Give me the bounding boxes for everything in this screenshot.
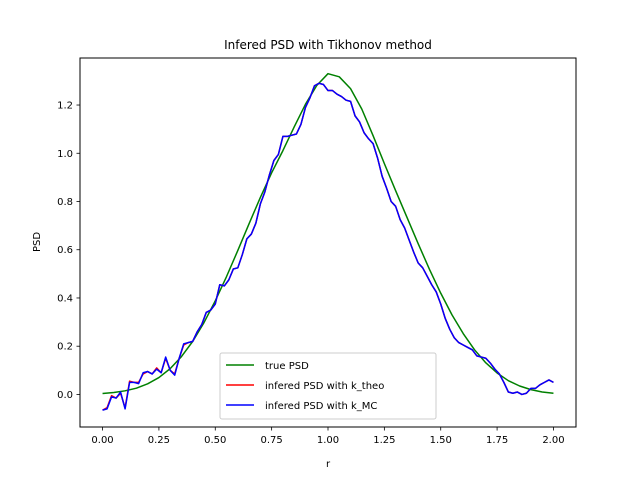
series-line-0: [102, 72, 554, 395]
legend-label-0: true PSD: [265, 361, 309, 372]
x-tick-label: 1.00: [317, 435, 339, 446]
x-tick-label: 0.75: [261, 435, 283, 446]
x-tick-label: 0.25: [148, 435, 170, 446]
legend-label-1: infered PSD with k_theo: [265, 381, 384, 392]
chart-title: Infered PSD with Tikhonov method: [224, 38, 432, 52]
y-tick-label: 0.0: [57, 390, 73, 401]
x-tick-label: 2.00: [542, 435, 564, 446]
x-axis: 0.00 0.25 0.50 0.75 1.00 1.25 1.50 1.75 2.00: [91, 427, 565, 446]
x-axis-label: r: [326, 459, 331, 470]
y-tick-label: 1.0: [57, 149, 73, 160]
plot-series: [102, 72, 554, 411]
legend-box: [219, 352, 437, 420]
x-tick-label: 1.75: [486, 435, 508, 446]
legend-label-2: infered PSD with k_MC: [265, 401, 377, 412]
series-line-2: [102, 82, 554, 411]
y-tick-label: 1.2: [57, 101, 73, 112]
y-axis: 0.0 0.2 0.4 0.6 0.8 1.0 1.2: [57, 101, 80, 401]
x-tick-label: 1.25: [373, 435, 395, 446]
y-tick-label: 0.2: [57, 342, 73, 353]
x-tick-label: 1.50: [430, 435, 452, 446]
x-tick-label: 0.50: [204, 435, 226, 446]
x-tick-label: 0.00: [91, 435, 113, 446]
y-tick-label: 0.8: [57, 197, 73, 208]
y-axis-label: PSD: [32, 232, 43, 252]
y-tick-label: 0.4: [57, 293, 73, 304]
y-tick-label: 0.6: [57, 245, 73, 256]
